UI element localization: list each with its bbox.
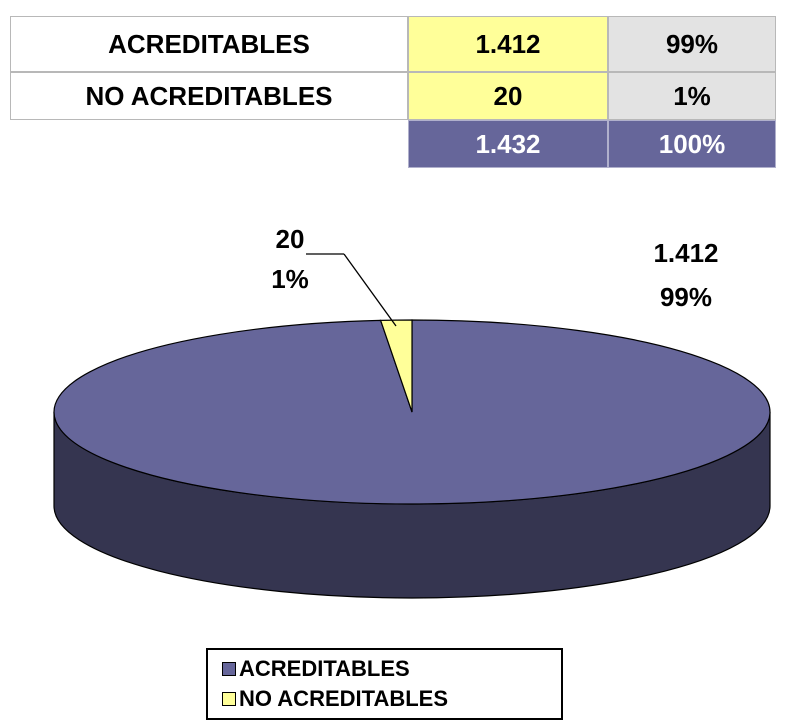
slice-no-acreditables [379, 319, 413, 413]
data-label-percent-acreditables: 99% [660, 282, 712, 312]
data-label-value-no-acreditables: 20 [276, 224, 305, 254]
data-label-percent-no-acreditables: 1% [271, 264, 309, 294]
chart-legend: ACREDITABLES NO ACREDITABLES [206, 648, 563, 720]
pie-chart: 20 1% 1.412 99% [53, 224, 771, 599]
data-label-value-acreditables: 1.412 [653, 238, 718, 268]
legend-label-acreditables: ACREDITABLES [239, 656, 410, 681]
total-percent: 100% [608, 120, 776, 168]
summary-table: ACREDITABLES 1.412 99% NO ACREDITABLES 2… [0, 0, 788, 170]
legend-item-acreditables: ACREDITABLES [222, 656, 410, 682]
legend-item-no-acreditables: NO ACREDITABLES [222, 686, 448, 712]
legend-swatch-no-acreditables [222, 692, 236, 706]
legend-label-no-acreditables: NO ACREDITABLES [239, 686, 448, 711]
total-value: 1.432 [408, 120, 608, 168]
row-value-acreditables: 1.412 [408, 16, 608, 72]
row-label-no-acreditables: NO ACREDITABLES [10, 72, 408, 120]
row-percent-no-acreditables: 1% [608, 72, 776, 120]
slice-acreditables [53, 319, 771, 505]
row-value-no-acreditables: 20 [408, 72, 608, 120]
pie-slices [53, 319, 771, 599]
label-leader-line-diagonal [343, 253, 397, 327]
row-label-acreditables: ACREDITABLES [10, 16, 408, 72]
legend-swatch-acreditables [222, 662, 236, 676]
row-percent-acreditables: 99% [608, 16, 776, 72]
